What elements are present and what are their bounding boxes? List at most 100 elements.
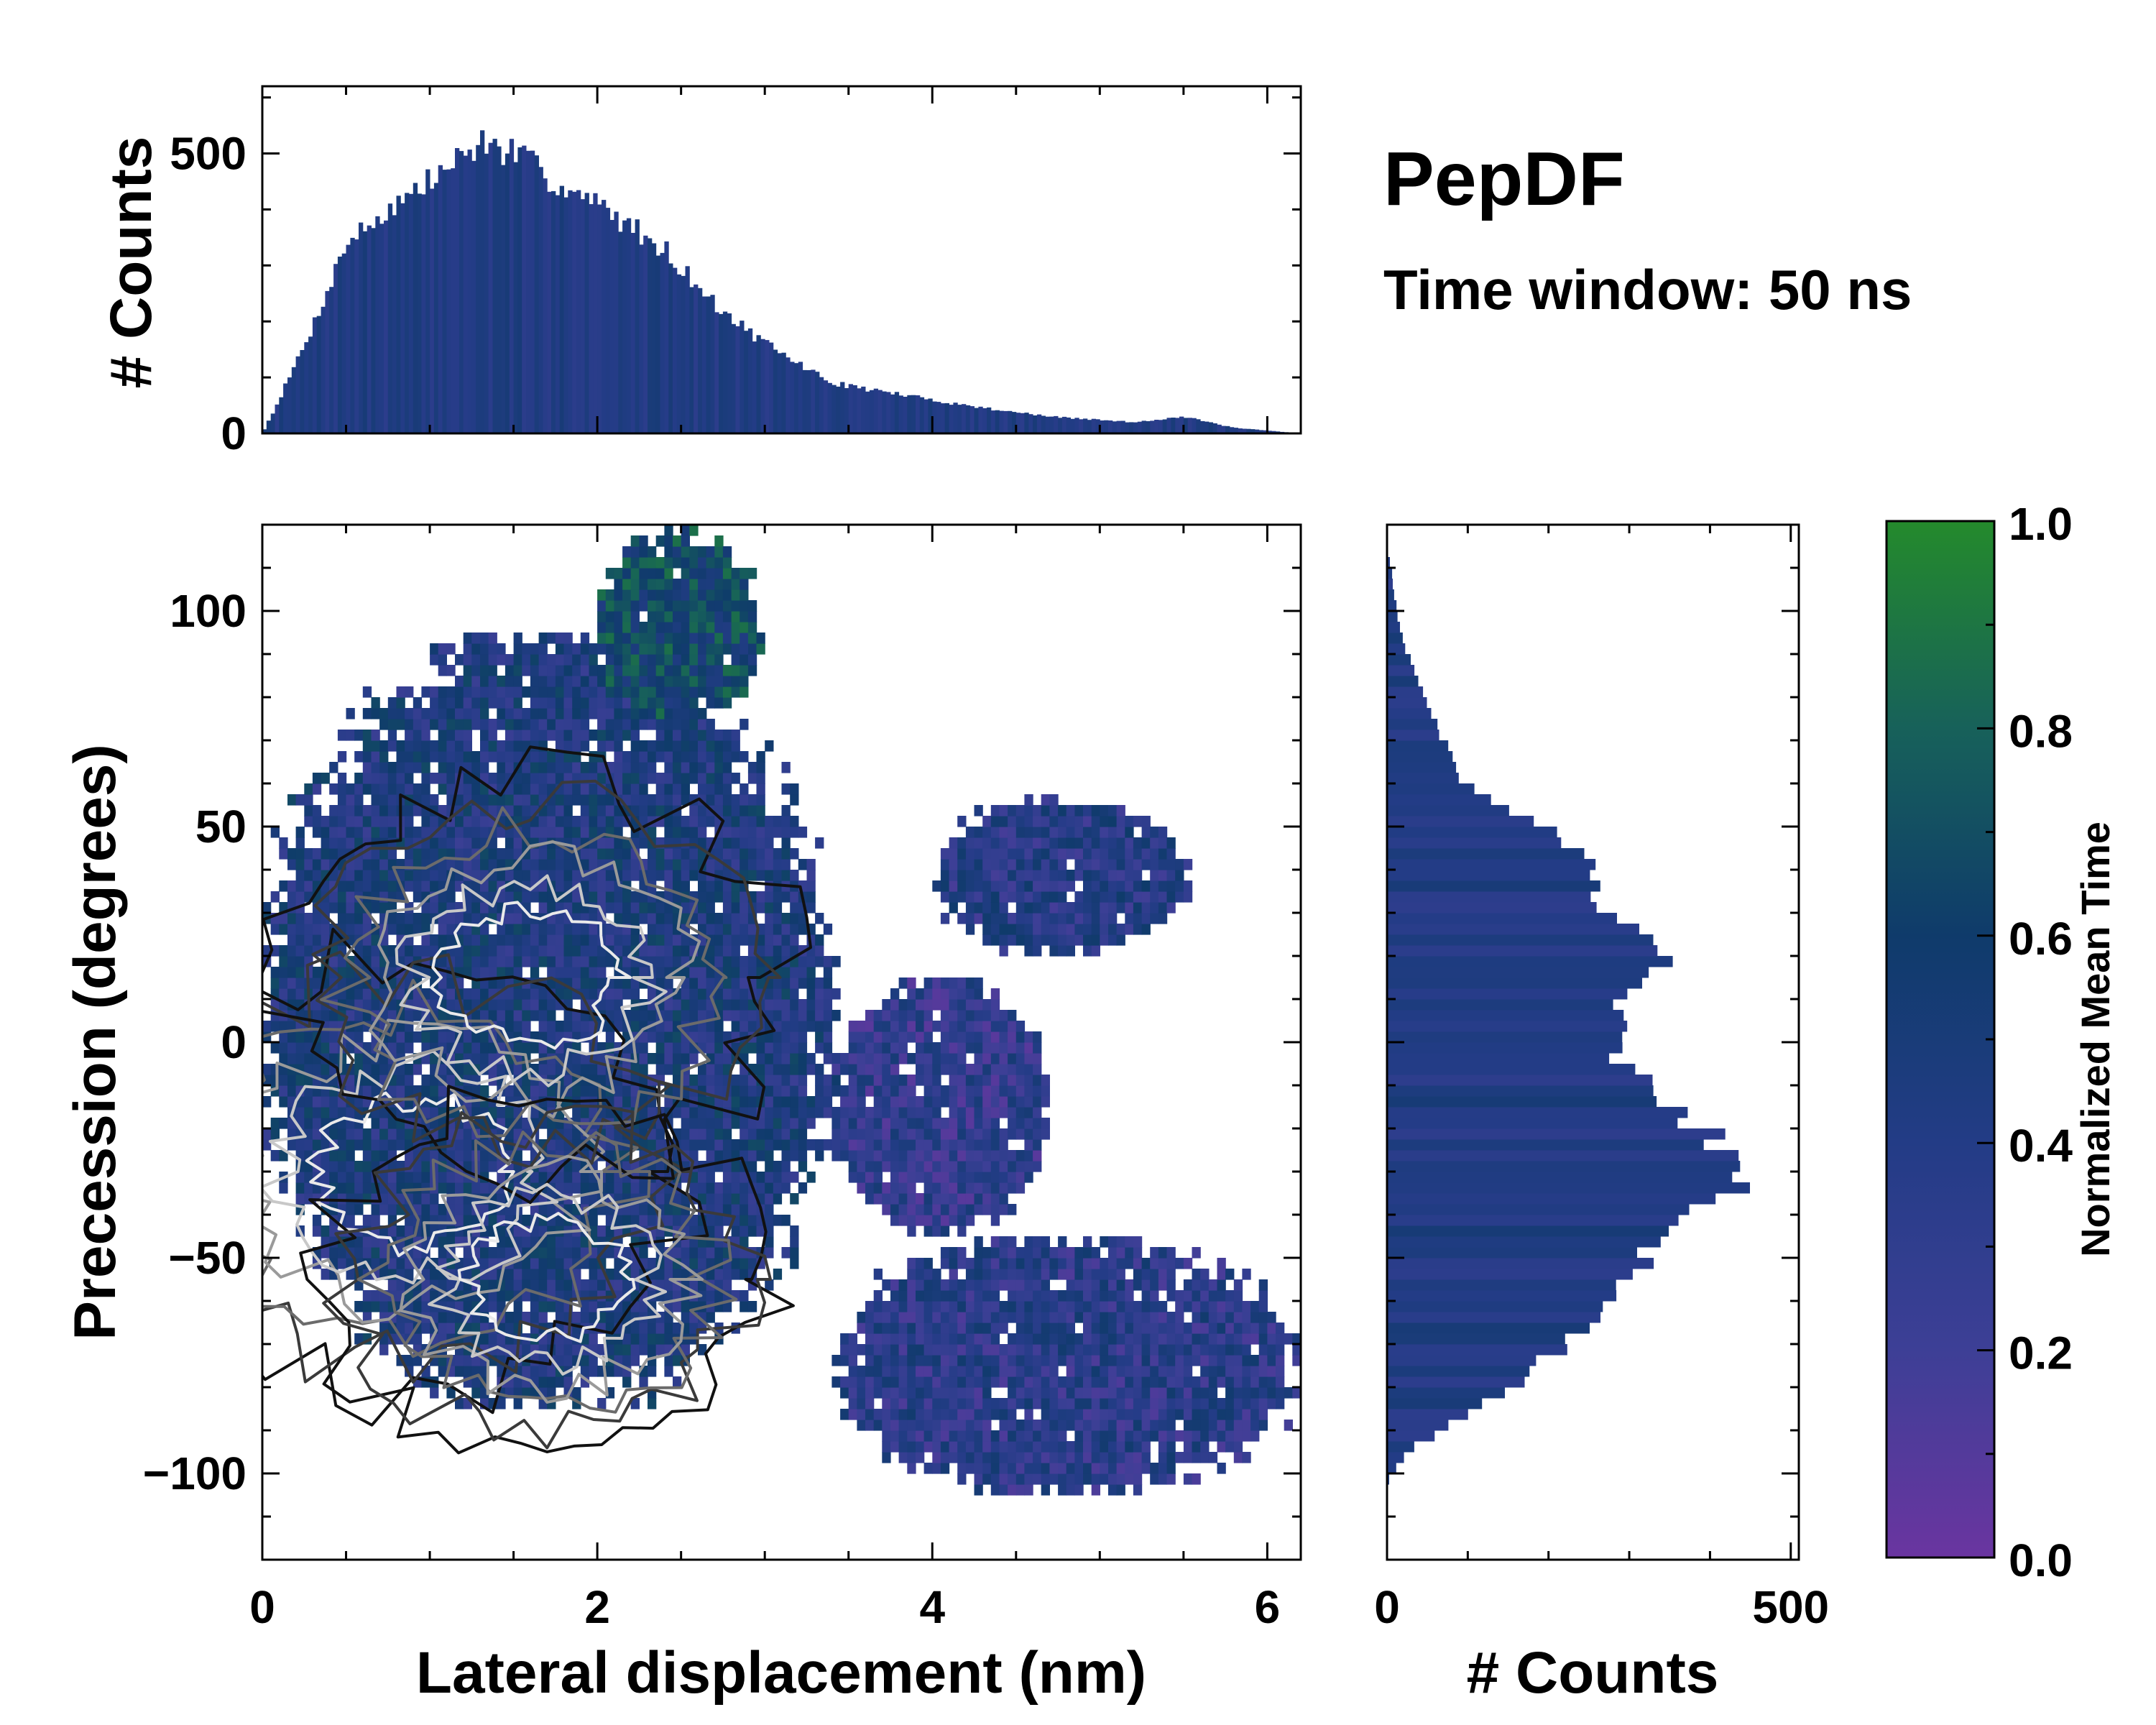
heatmap-cell (538, 934, 548, 946)
heatmap-cell (655, 805, 665, 816)
heatmap-cell (1033, 1269, 1042, 1280)
heatmap-cell (806, 902, 816, 914)
heatmap-cell (337, 902, 347, 914)
heatmap-cell (781, 1172, 791, 1183)
heatmap-cell (405, 762, 414, 773)
heatmap-cell (689, 999, 699, 1011)
heatmap-cell (471, 686, 481, 698)
heatmap-cell (648, 934, 657, 946)
heatmap-cell (480, 827, 489, 838)
heatmap-cell (622, 891, 632, 903)
heatmap-cell (698, 999, 707, 1011)
heatmap-cell (722, 1053, 732, 1064)
heatmap-cell (471, 654, 481, 666)
heatmap-cell (731, 632, 740, 644)
heatmap-cell (882, 1322, 891, 1334)
heatmap-cell (765, 913, 774, 924)
heatmap-cell (798, 1128, 808, 1140)
heatmap-cell (714, 730, 724, 741)
heatmap-cell (597, 632, 607, 644)
heatmap-cell (463, 891, 472, 903)
heatmap-cell (630, 568, 640, 579)
heatmap-cell (1100, 1279, 1109, 1291)
heatmap-cell (463, 676, 472, 687)
heatmap-cell (630, 762, 640, 773)
heatmap-cell (1008, 1430, 1017, 1442)
heatmap-cell (1125, 880, 1134, 892)
heatmap-cell (714, 535, 724, 547)
heatmap-cell (773, 1107, 783, 1118)
heatmap-cell (949, 1355, 958, 1366)
heatmap-cell (706, 589, 715, 601)
heatmap-cell (371, 794, 380, 806)
heatmap-cell (471, 913, 481, 924)
heatmap-cell (664, 665, 673, 676)
heatmap-cell (354, 859, 364, 870)
heatmap-cell (346, 794, 355, 806)
heatmap-cell (689, 557, 699, 569)
heatmap-cell (555, 956, 565, 967)
heatmap-cell (806, 859, 816, 870)
heatmap-cell (488, 1290, 497, 1302)
heatmap-cell (648, 611, 657, 622)
heatmap-cell (438, 751, 447, 763)
heatmap-cell (949, 1420, 958, 1431)
heatmap-cell (379, 740, 389, 752)
heatmap-cell (555, 740, 565, 752)
heatmap-cell (279, 1096, 288, 1108)
heatmap-cell (589, 1301, 598, 1312)
heatmap-cell (773, 1182, 783, 1194)
heatmap-cell (572, 870, 581, 881)
heatmap-cell (312, 1010, 322, 1021)
heatmap-cell (999, 1452, 1008, 1463)
heatmap-cell (1125, 1236, 1134, 1248)
heatmap-cell (706, 654, 715, 666)
heatmap-cell (823, 1107, 833, 1118)
heatmap-cell (1108, 934, 1118, 946)
heatmap-cell (1150, 827, 1159, 838)
heatmap-cell (681, 535, 690, 547)
heatmap-cell (714, 1118, 724, 1129)
heatmap-cell (890, 1279, 900, 1291)
heatmap-cell (1024, 1473, 1033, 1485)
heatmap-cell (655, 622, 665, 633)
heatmap-cell (1133, 1344, 1143, 1356)
heatmap-cell (463, 730, 472, 741)
heatmap-cell (1100, 1269, 1109, 1280)
heatmap-cell (740, 589, 749, 601)
heatmap-cell (1100, 880, 1109, 892)
heatmap-cell (1066, 1473, 1075, 1485)
heatmap-cell (1083, 934, 1092, 946)
heatmap-cell (438, 1312, 447, 1323)
heatmap-cell (1116, 1441, 1125, 1453)
heatmap-cell (497, 870, 506, 881)
heatmap-cell (1015, 859, 1026, 870)
heatmap-cell (538, 1010, 548, 1021)
heatmap-cell (1024, 1398, 1033, 1409)
heatmap-cell (1166, 891, 1176, 903)
heatmap-cell (622, 611, 632, 622)
heatmap-cell (1058, 1441, 1067, 1453)
heatmap-cell (848, 1387, 857, 1399)
heatmap-cell (916, 1452, 925, 1463)
heatmap-cell (471, 1355, 481, 1366)
heatmap-cell (957, 1398, 967, 1409)
heatmap-cell (1008, 848, 1017, 860)
heatmap-cell (1091, 1290, 1100, 1302)
heatmap-cell (321, 1064, 330, 1075)
heatmap-cell (940, 1355, 950, 1366)
heatmap-cell (673, 934, 682, 946)
heatmap-cell (480, 632, 489, 644)
heatmap-cell (698, 1118, 707, 1129)
heatmap-cell (396, 708, 405, 719)
heatmap-cell (706, 611, 715, 622)
heatmap-cell (698, 1107, 707, 1118)
heatmap-cell (965, 1344, 975, 1356)
heatmap-cell (555, 762, 565, 773)
heatmap-cell (396, 1139, 405, 1151)
heatmap-cell (689, 643, 699, 655)
heatmap-cell (681, 794, 690, 806)
heatmap-cell (605, 816, 615, 827)
heatmap-cell (1141, 837, 1151, 849)
heatmap-cell (497, 676, 506, 687)
